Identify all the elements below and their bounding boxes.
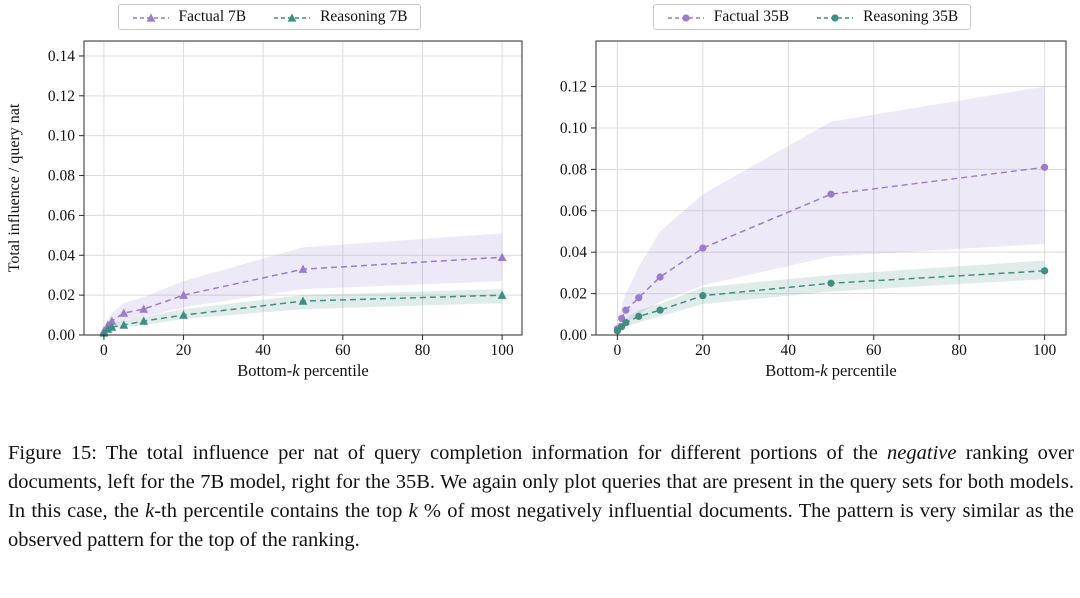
data-point-factual-35b <box>656 273 664 281</box>
y-tick-label: 0.06 <box>560 203 587 220</box>
chart-7b: Factual 7B Reasoning 7B 0 20 40 60 80 100 0.00 0.… <box>2 4 536 385</box>
data-point-factual-35b <box>1041 163 1049 171</box>
charts-row: Factual 7B Reasoning 7B 0 20 40 60 80 100 0.00 0.… <box>2 4 1080 385</box>
x-tick-label: 100 <box>490 342 514 359</box>
legend-label: Factual 35B <box>713 8 790 25</box>
data-point-reasoning-35b <box>699 292 707 300</box>
data-point-reasoning-35b <box>656 306 664 314</box>
circle-marker-icon <box>831 13 839 22</box>
plot-border <box>595 40 1067 336</box>
caption-text: -th percentile contains the top <box>154 500 409 522</box>
caption-emphasis: negative <box>887 442 957 464</box>
confidence-band-reasoning-7b <box>103 289 503 335</box>
legend: Factual 7B Reasoning 7B <box>117 4 421 30</box>
data-point-factual-7b <box>298 264 308 273</box>
data-point-reasoning-7b <box>179 310 188 319</box>
y-tick-label: 0.04 <box>560 244 587 261</box>
x-tick-label: 40 <box>255 342 271 359</box>
triangle-dashed-line-icon <box>274 12 311 22</box>
caption-emphasis: k <box>408 500 418 522</box>
data-point-factual-35b <box>622 306 630 314</box>
y-tick-label: 0.14 <box>48 48 75 65</box>
y-tick-label: 0.04 <box>48 247 75 264</box>
y-tick-label: 0.12 <box>48 88 75 105</box>
x-tick-label: 0 <box>613 342 621 359</box>
y-tick-label: 0.12 <box>560 79 587 96</box>
legend: Factual 35B Reasoning 35B <box>652 4 972 30</box>
x-axis-label: Bottom-k percentile <box>237 361 369 380</box>
y-tick-label: 0.10 <box>560 120 587 137</box>
data-point-factual-35b <box>827 190 835 198</box>
plot: 0 20 40 60 80 100 0.00 0.02 0.04 0.06 0.08 0.10 0.12… <box>560 40 1067 380</box>
legend-label: Reasoning 35B <box>863 8 959 25</box>
data-point-reasoning-35b <box>622 318 630 327</box>
series-line-reasoning-7b <box>103 294 503 334</box>
data-point-reasoning-7b <box>139 316 149 325</box>
y-tick-label: 0.02 <box>48 287 75 304</box>
x-tick-label: 20 <box>695 342 711 359</box>
x-tick-label: 0 <box>100 342 108 359</box>
confidence-band-reasoning-35b <box>617 260 1045 333</box>
data-point-reasoning-7b <box>497 290 507 299</box>
y-axis-label: Total influence / query nat <box>6 103 23 272</box>
x-tick-label: 20 <box>176 342 192 359</box>
chart-35b: Factual 35B Reasoning 35B 0 20 40 60 80 100 0.00… <box>544 4 1080 385</box>
x-tick-label: 80 <box>415 342 431 359</box>
series-line-factual-7b <box>103 256 503 332</box>
y-tick-label: 0.10 <box>48 128 75 145</box>
confidence-band-factual-35b <box>617 86 1045 333</box>
triangle-marker-icon <box>146 12 155 22</box>
caption-text: % of most negatively influential documen… <box>8 500 1075 551</box>
y-tick-label: 0.00 <box>48 327 75 344</box>
data-point-reasoning-35b <box>635 312 643 320</box>
plot-background <box>84 41 522 335</box>
data-point-factual-7b <box>107 316 117 325</box>
legend-item-reasoning-35b: Reasoning 35B <box>815 8 958 26</box>
y-tick-label: 0.08 <box>560 161 587 178</box>
x-tick-label: 80 <box>951 342 967 359</box>
data-point-reasoning-7b <box>119 320 129 329</box>
legend-label: Reasoning 7B <box>320 8 408 25</box>
plot-border <box>83 40 523 336</box>
caption-text: Figure 15: The total influence per nat o… <box>8 442 888 464</box>
data-point-reasoning-35b <box>827 279 835 287</box>
legend-item-reasoning-7b: Reasoning 7B <box>272 8 408 26</box>
legend-item-factual-7b: Factual 7B <box>131 8 247 26</box>
figure-caption: Figure 15: The total influence per nat o… <box>8 439 1074 555</box>
y-tick-label: 0.08 <box>48 168 75 185</box>
triangle-dashed-line-icon <box>132 12 169 22</box>
y-tick-label: 0.02 <box>560 286 587 303</box>
x-tick-label: 60 <box>335 342 351 359</box>
x-axis-label: Bottom-k percentile <box>765 361 897 380</box>
data-point-factual-35b <box>635 294 643 302</box>
data-point-factual-7b <box>497 252 507 261</box>
y-tick-label: 0.00 <box>560 327 587 344</box>
circle-dashed-line-icon <box>817 13 854 22</box>
x-tick-label: 100 <box>1033 342 1057 359</box>
series-line-reasoning-35b <box>616 270 1045 332</box>
caption-text: ranking over documents, left for the 7B … <box>8 442 1075 522</box>
data-point-factual-7b <box>119 308 129 317</box>
plot: 0 20 40 60 80 100 0.00 0.02 0.04 0.06 0.08 0.10 0.12… <box>6 40 523 380</box>
data-point-reasoning-7b <box>298 296 308 305</box>
x-tick-label: 60 <box>866 342 882 359</box>
legend-item-factual-35b: Factual 35B <box>666 8 789 26</box>
circle-marker-icon <box>682 13 690 22</box>
confidence-band-factual-7b <box>103 233 503 334</box>
data-point-factual-7b <box>139 304 149 313</box>
data-point-reasoning-35b <box>1041 267 1049 275</box>
caption-emphasis: k <box>145 500 155 522</box>
data-point-reasoning-7b <box>107 322 117 331</box>
data-point-factual-35b <box>699 244 707 252</box>
x-tick-label: 40 <box>781 342 797 359</box>
triangle-marker-icon <box>287 12 297 22</box>
data-point-factual-7b <box>179 290 188 299</box>
legend-label: Factual 7B <box>178 8 247 25</box>
circle-dashed-line-icon <box>667 13 704 22</box>
y-tick-label: 0.06 <box>48 207 75 224</box>
